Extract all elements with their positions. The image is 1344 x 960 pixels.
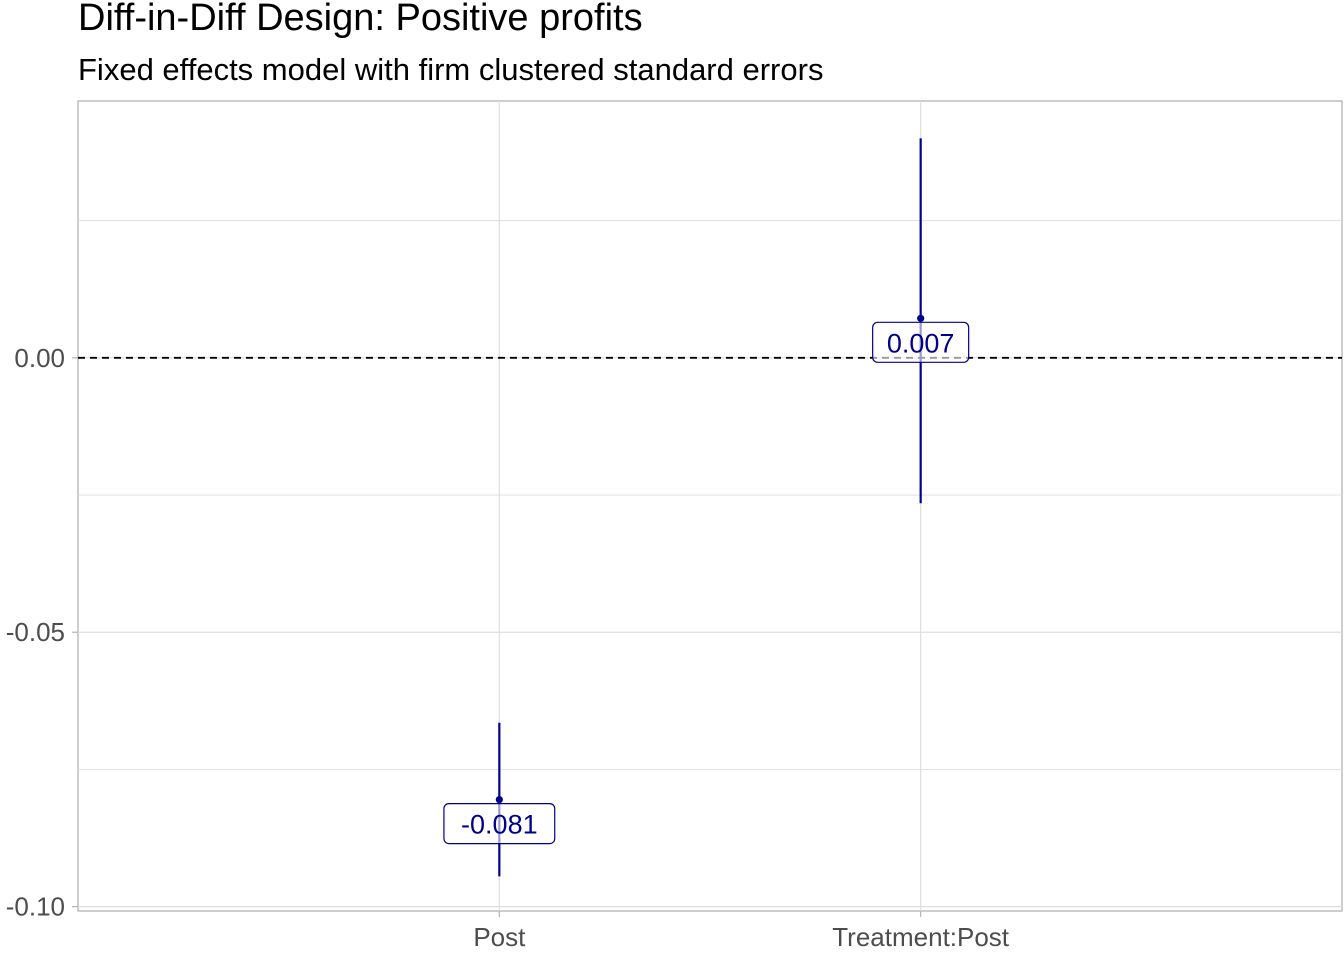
- y-axis-ticks: 0.00 -0.05 -0.10: [6, 343, 78, 922]
- y-tick-label: -0.10: [6, 892, 65, 922]
- value-label: -0.081: [461, 810, 538, 840]
- chart-title: Diff-in-Diff Design: Positive profits: [78, 0, 643, 39]
- value-label-box: [872, 321, 970, 363]
- x-tick-label: Treatment:Post: [832, 922, 1010, 952]
- point-estimate-marker: [495, 795, 503, 804]
- y-tick-label: 0.00: [14, 343, 65, 373]
- x-tick-label: Post: [473, 922, 526, 952]
- value-label: 0.007: [887, 328, 955, 358]
- plot-panel: [77, 100, 1343, 912]
- x-axis-ticks: Post Treatment:Post: [473, 911, 1010, 952]
- value-label-box: [443, 802, 556, 845]
- chart-subtitle: Fixed effects model with firm clustered …: [78, 52, 823, 87]
- data-marks: -0.081 0.007: [443, 138, 970, 877]
- point-estimate-marker: [917, 314, 925, 322]
- y-tick-label: -0.05: [6, 617, 65, 647]
